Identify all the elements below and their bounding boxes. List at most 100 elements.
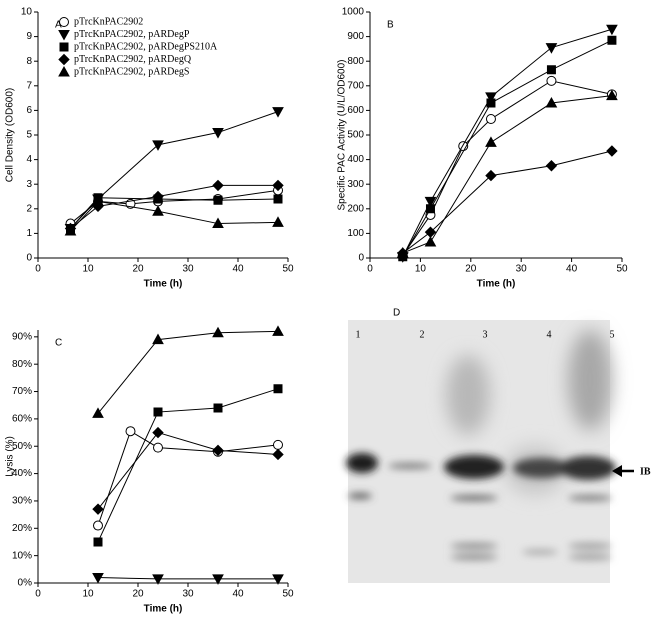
y-axis-label: Cell Density (OD600) [5, 88, 16, 182]
y-tick-label: 500 [347, 130, 364, 141]
marker [213, 195, 223, 205]
marker [425, 204, 435, 214]
marker [272, 216, 284, 227]
x-axis-label: Time (h) [477, 279, 516, 290]
y-tick-label: 400 [347, 154, 364, 165]
marker [424, 196, 437, 208]
x-tick-label: 50 [282, 264, 294, 275]
lane-label: 4 [547, 329, 552, 340]
y-axis-label: Lysis (%) [5, 436, 16, 477]
y-tick-label: 7 [26, 80, 32, 91]
y-tick-label: 10 [21, 7, 33, 18]
marker [153, 442, 163, 453]
series-line [97, 388, 279, 543]
marker [58, 53, 70, 66]
panel-label: A [55, 20, 62, 31]
marker [58, 65, 70, 77]
x-tick-label: 10 [82, 589, 94, 600]
y-tick-label: 90% [12, 331, 32, 342]
y-tick-label: 30% [12, 496, 32, 507]
x-tick-label: 40 [232, 589, 244, 600]
marker [272, 448, 284, 461]
legend-label: pTrcKnPAC2902, pARDegPS210A [74, 41, 218, 52]
marker [92, 503, 104, 515]
y-tick-label: 9 [26, 31, 32, 42]
series-line [70, 111, 279, 229]
x-tick-label: 0 [367, 264, 373, 275]
panel-label: D [393, 308, 400, 319]
marker [485, 114, 496, 125]
marker [153, 407, 163, 417]
series-line [402, 39, 613, 258]
legend-label: pTrcKnPAC2902, pARDegS [74, 66, 189, 77]
marker [546, 75, 557, 86]
x-tick-label: 50 [616, 264, 628, 275]
marker [273, 194, 283, 204]
x-tick-label: 0 [35, 589, 41, 600]
marker [273, 384, 283, 394]
y-tick-label: 6 [26, 105, 32, 116]
y-axis-label: Specific PAC Activity (U/L/OD600) [337, 60, 348, 211]
marker [272, 107, 284, 118]
y-tick-label: 3 [26, 179, 32, 190]
marker [152, 426, 164, 439]
marker [212, 326, 224, 338]
marker [485, 92, 497, 103]
x-tick-label: 40 [232, 264, 244, 275]
x-tick-label: 40 [566, 264, 578, 275]
series-line [97, 430, 279, 526]
series-line [402, 95, 612, 254]
marker [59, 42, 69, 52]
marker [212, 574, 224, 585]
marker [152, 190, 164, 203]
marker [212, 444, 224, 457]
marker [93, 537, 103, 547]
marker [272, 325, 284, 336]
marker [485, 169, 497, 182]
chart: 0% 10% 20% 30% 40% 50% 60% 70% 80% 90% 0 10 20 30 40 50… [5, 325, 294, 615]
y-tick-label: 1 [26, 228, 32, 239]
marker [272, 179, 284, 192]
marker [212, 179, 224, 192]
marker [607, 35, 617, 45]
y-tick-label: 70% [12, 386, 32, 397]
y-tick-label: 600 [347, 105, 364, 116]
marker [212, 217, 224, 229]
marker [213, 403, 223, 413]
x-tick-label: 30 [516, 264, 528, 275]
y-tick-label: 1000 [342, 7, 365, 18]
marker [152, 205, 164, 216]
legend-label: pTrcKnPAC2902 [74, 16, 143, 27]
x-tick-label: 20 [132, 264, 144, 275]
x-axis-label: Time (h) [144, 604, 183, 615]
x-axis-label: Time (h) [144, 279, 183, 290]
chart: 0 100 200 300 400 500 600 700 800 900 1000 0 10 20 30 4… [337, 7, 628, 290]
y-tick-label: 0 [358, 253, 364, 264]
marker [545, 96, 558, 108]
marker [152, 140, 164, 151]
series-line [402, 28, 613, 257]
gel-bands [346, 453, 616, 560]
y-tick-label: 0% [18, 578, 33, 589]
marker [92, 195, 104, 206]
panel-label: C [55, 338, 62, 349]
y-tick-label: 40% [12, 468, 32, 479]
y-tick-label: 0 [26, 253, 32, 264]
marker [486, 98, 496, 108]
y-tick-label: 20% [12, 523, 32, 534]
x-tick-label: 20 [132, 589, 144, 600]
lane-label: 1 [356, 329, 361, 340]
legend-label: pTrcKnPAC2902, pARDegP [74, 29, 190, 40]
marker [125, 426, 136, 437]
y-tick-label: 200 [347, 203, 364, 214]
y-tick-label: 100 [347, 228, 364, 239]
band-label: IB [640, 466, 651, 477]
series-line [97, 431, 279, 510]
y-tick-label: 8 [26, 56, 32, 67]
marker [272, 574, 284, 585]
x-tick-label: 30 [182, 589, 194, 600]
y-tick-label: 900 [347, 31, 364, 42]
x-tick-label: 0 [35, 264, 41, 275]
y-tick-label: 2 [26, 203, 32, 214]
